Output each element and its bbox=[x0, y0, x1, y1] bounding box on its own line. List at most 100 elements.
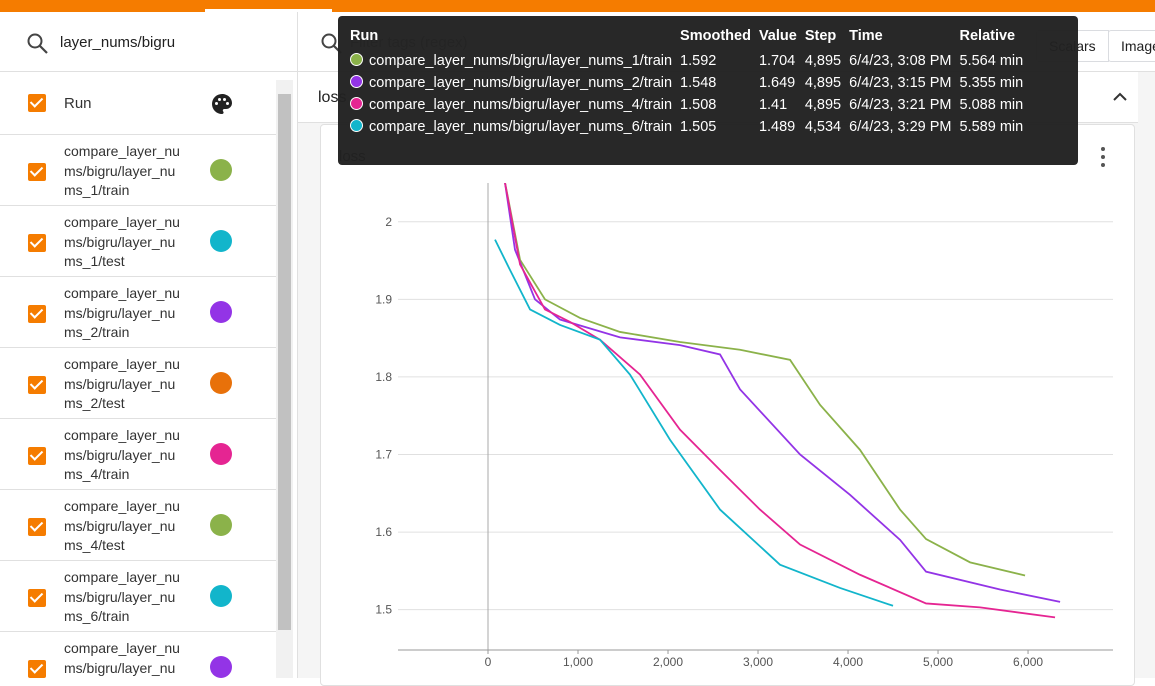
tooltip-column: Run bbox=[350, 28, 379, 44]
run-color[interactable] bbox=[210, 656, 232, 678]
tooltip-cell: 1.649 bbox=[755, 72, 801, 94]
run-label: compare_layer_nums/bigru/layer_nums_4/te… bbox=[64, 498, 180, 553]
tooltip-text: 6/4/23, 3:15 PM bbox=[849, 75, 952, 91]
tooltip-cell: 6/4/23, 3:08 PM bbox=[845, 50, 955, 72]
tooltip-text: 1.649 bbox=[758, 75, 796, 91]
tooltip-text: 4,895 bbox=[804, 97, 842, 113]
tooltip-row: compare_layer_nums/bigru/layer_nums_1/tr… bbox=[346, 50, 1027, 72]
series-line bbox=[504, 183, 1061, 603]
run-color[interactable] bbox=[210, 301, 232, 323]
tooltip-swatch bbox=[350, 75, 363, 88]
tooltip-text: 1.489 bbox=[758, 119, 796, 135]
tooltip-cell: 1.41 bbox=[755, 94, 801, 116]
run-checkbox[interactable] bbox=[28, 447, 46, 465]
run-label: compare_layer_nums/bigru/layer_nums_6/tr… bbox=[64, 569, 180, 624]
tooltip-text: 1.548 bbox=[680, 75, 717, 91]
tooltip-cell: 6/4/23, 3:21 PM bbox=[845, 94, 955, 116]
tooltip-text: 5.088 min bbox=[959, 97, 1024, 113]
run-checkbox[interactable] bbox=[28, 660, 46, 678]
run-search[interactable]: layer_nums/bigru bbox=[0, 12, 297, 72]
run-item: compare_layer_nums/bigru/layer_nums_1/te… bbox=[0, 206, 276, 277]
tooltip-cell: 4,895 bbox=[801, 50, 845, 72]
tooltip-text: 5.589 min bbox=[959, 119, 1024, 135]
tooltip-text: 1.592 bbox=[680, 53, 717, 69]
tooltip-text: 1.704 bbox=[758, 53, 796, 69]
tooltip-cell: 4,534 bbox=[801, 116, 845, 138]
x-tick-label: 1,000 bbox=[563, 655, 593, 669]
tooltip-text: compare_layer_nums/bigru/layer_nums_1/tr… bbox=[369, 53, 673, 69]
run-label: compare_layer_nums/bigru/layer_nums_1/te… bbox=[64, 214, 180, 269]
run-checkbox[interactable] bbox=[28, 234, 46, 252]
tooltip-row: compare_layer_nums/bigru/layer_nums_4/tr… bbox=[346, 94, 1027, 116]
tooltip-swatch bbox=[350, 97, 363, 110]
run-item: compare_layer_nums/bigru/layer_nums_6/tr… bbox=[0, 561, 276, 632]
run-label: compare_layer_nums/bigru/layer_nums_4/tr… bbox=[64, 427, 180, 482]
runs-header-label: Run bbox=[64, 95, 92, 112]
run-item: compare_layer_nums/bigru/layer_nums_4/tr… bbox=[0, 419, 276, 490]
tooltip-text: 1.41 bbox=[758, 97, 788, 113]
run-color[interactable] bbox=[210, 372, 232, 394]
tooltip-cell: 1.489 bbox=[755, 116, 801, 138]
tooltip-cell: 5.589 min bbox=[956, 116, 1028, 138]
tooltip-text: compare_layer_nums/bigru/layer_nums_4/tr… bbox=[369, 97, 673, 113]
y-tick-label: 1.7 bbox=[375, 448, 392, 462]
tooltip-swatch bbox=[350, 119, 363, 132]
tooltip-text: 6/4/23, 3:08 PM bbox=[849, 53, 952, 69]
tooltip-text: 1.505 bbox=[680, 119, 717, 135]
tooltip-cell: 5.564 min bbox=[956, 50, 1028, 72]
run-item: compare_layer_nums/bigru/layer_nums_2/te… bbox=[0, 348, 276, 419]
chart-card: loss bbox=[320, 124, 1135, 686]
y-tick-label: 1.9 bbox=[375, 292, 392, 306]
more-menu-icon[interactable] bbox=[1097, 145, 1109, 169]
search-icon bbox=[27, 33, 48, 54]
tooltip-cell: 4,895 bbox=[801, 72, 845, 94]
run-checkbox[interactable] bbox=[28, 305, 46, 323]
scrollbar-thumb[interactable] bbox=[278, 94, 291, 630]
run-label: compare_layer_nums/bigru/layer_nums_2/te… bbox=[64, 356, 180, 411]
y-tick-label: 1.8 bbox=[375, 370, 392, 384]
tooltip-cell: 5.088 min bbox=[956, 94, 1028, 116]
tooltip-text: compare_layer_nums/bigru/layer_nums_6/tr… bbox=[369, 119, 673, 135]
tooltip-text: 6/4/23, 3:29 PM bbox=[849, 119, 952, 135]
tooltip-row: compare_layer_nums/bigru/layer_nums_6/tr… bbox=[346, 116, 1027, 138]
tooltip-cell: compare_layer_nums/bigru/layer_nums_4/tr… bbox=[346, 94, 676, 116]
tooltip-cell: 1.704 bbox=[755, 50, 801, 72]
palette-icon[interactable] bbox=[210, 92, 234, 116]
tooltip-column: Relative bbox=[959, 28, 1016, 44]
run-item: compare_layer_nums/bigru/layer_nums_6/te… bbox=[0, 632, 276, 678]
tooltip-row: compare_layer_nums/bigru/layer_nums_2/tr… bbox=[346, 72, 1027, 94]
run-label: compare_layer_nums/bigru/layer_nums_1/tr… bbox=[64, 143, 180, 198]
tooltip-cell: 1.505 bbox=[676, 116, 755, 138]
x-tick-label: 6,000 bbox=[1013, 655, 1043, 669]
tooltip-text: 4,534 bbox=[804, 119, 842, 135]
run-color[interactable] bbox=[210, 585, 232, 607]
run-label: compare_layer_nums/bigru/layer_nums_6/te… bbox=[64, 640, 180, 676]
select-all-checkbox[interactable] bbox=[28, 94, 46, 112]
run-color[interactable] bbox=[210, 514, 232, 536]
y-tick-label: 1.5 bbox=[375, 603, 392, 617]
x-tick-label: 4,000 bbox=[833, 655, 863, 669]
runs-header: Run bbox=[0, 72, 276, 135]
x-tick-label: 5,000 bbox=[923, 655, 953, 669]
run-checkbox[interactable] bbox=[28, 163, 46, 181]
run-item: compare_layer_nums/bigru/layer_nums_1/tr… bbox=[0, 135, 276, 206]
tab[interactable]: Images bbox=[1108, 30, 1155, 62]
tooltip-text: 1.508 bbox=[680, 97, 717, 113]
collapse-icon[interactable] bbox=[1110, 87, 1130, 107]
run-color[interactable] bbox=[210, 230, 232, 252]
series-line bbox=[494, 239, 894, 607]
run-checkbox[interactable] bbox=[28, 518, 46, 536]
run-color[interactable] bbox=[210, 159, 232, 181]
run-label: compare_layer_nums/bigru/layer_nums_2/tr… bbox=[64, 285, 180, 340]
tooltip-cell: 6/4/23, 3:15 PM bbox=[845, 72, 955, 94]
run-checkbox[interactable] bbox=[28, 589, 46, 607]
sidebar: layer_nums/bigru Run compare_layer_nums/… bbox=[0, 12, 298, 678]
tooltip-text: 5.564 min bbox=[959, 53, 1024, 69]
run-checkbox[interactable] bbox=[28, 376, 46, 394]
tooltip-cell: 1.508 bbox=[676, 94, 755, 116]
run-list: compare_layer_nums/bigru/layer_nums_1/tr… bbox=[0, 135, 276, 678]
run-color[interactable] bbox=[210, 443, 232, 465]
tooltip-table: Run Smoothed Value Step Time Relative compare_… bbox=[346, 26, 1027, 138]
